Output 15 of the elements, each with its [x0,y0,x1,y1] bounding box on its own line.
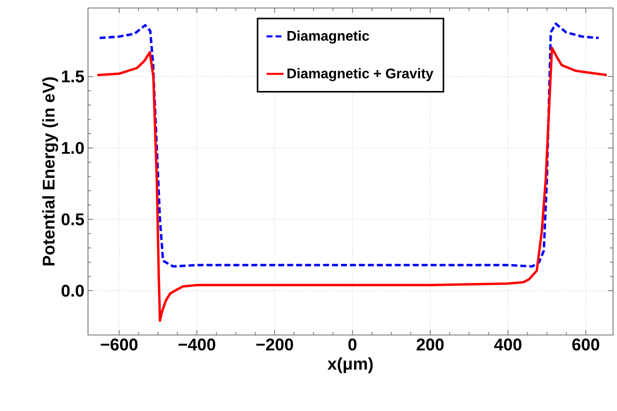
legend-label: Diamagnetic + Gravity [287,68,434,82]
x-axis-title: x(μm) [328,357,373,374]
x-tick-label: 600 [572,338,600,351]
y-tick-label: 0.5 [62,213,84,226]
x-tick-label: −600 [100,338,138,351]
x-tick-label: 0 [348,338,356,351]
x-tick-label: −200 [256,338,294,351]
x-tick-label: −400 [178,338,216,351]
y-axis-title: Potential Energy (in eV) [42,77,58,266]
y-tick-label: 0.0 [62,284,84,297]
x-tick-label: 200 [416,338,444,351]
legend-label: Diamagnetic [287,30,370,44]
y-tick-label: 1.0 [62,142,84,154]
x-tick-label: 400 [494,338,522,351]
y-tick-label: 1.5 [62,70,84,82]
